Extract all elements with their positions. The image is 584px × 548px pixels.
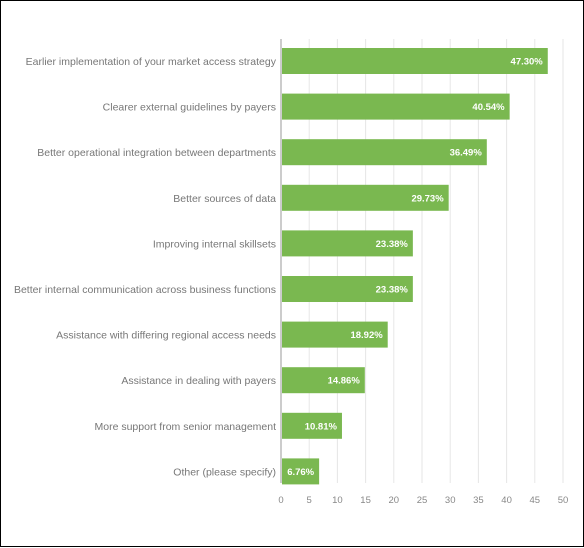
bar: [282, 184, 449, 211]
category-label: Better operational integration between d…: [37, 147, 276, 159]
category-label: Improving internal skillsets: [153, 238, 276, 250]
bars: 47.30% 40.54% 36.49% 29.73% 23.38% 23.38% 18.9…: [282, 48, 548, 485]
category-label: Clearer external guidelines by payers: [103, 102, 276, 114]
x-tick-label: 50: [558, 495, 569, 506]
x-tick-label: 10: [332, 495, 343, 506]
bar-value-label: 10.81%: [305, 421, 338, 432]
bar: [282, 412, 342, 439]
x-tick-label: 20: [389, 495, 400, 506]
bar-value-label: 23.38%: [376, 285, 409, 296]
bar: [282, 458, 320, 485]
bar-value-label: 29.73%: [411, 193, 444, 204]
x-tick-label: 40: [501, 495, 512, 506]
x-axis: 0 5 10 15 20 25 30 35 40 45 50: [278, 39, 568, 506]
category-label: Other (please specify): [173, 466, 276, 478]
x-tick-label: 5: [307, 495, 312, 506]
bar-value-label: 36.49%: [450, 148, 483, 159]
x-tick-label: 30: [445, 495, 456, 506]
bar: [282, 93, 510, 120]
bar-value-label: 47.30%: [511, 57, 544, 68]
x-tick-label: 45: [530, 495, 541, 506]
bar-value-label: 14.86%: [328, 376, 361, 387]
category-label: Better sources of data: [173, 193, 276, 205]
bar: [282, 321, 388, 348]
category-label: Assistance in dealing with payers: [121, 375, 276, 387]
x-tick-label: 25: [417, 495, 428, 506]
bar: [282, 276, 413, 302]
category-labels: Earlier implementation of your market ac…: [14, 56, 277, 478]
bar-value-label: 18.92%: [350, 330, 383, 341]
x-tick-label: 0: [278, 495, 283, 506]
x-tick-label: 35: [473, 495, 484, 506]
bar: [282, 139, 487, 166]
bar: [282, 367, 365, 394]
category-label: Assistance with differing regional acces…: [56, 330, 276, 342]
bar-value-label: 6.76%: [287, 467, 314, 478]
x-tick-label: 15: [360, 495, 371, 506]
category-label: Better internal communication across bus…: [14, 284, 276, 296]
bar: [282, 230, 413, 257]
bar: [282, 48, 548, 74]
bar-value-label: 23.38%: [376, 239, 409, 250]
category-label: More support from senior management: [95, 421, 277, 433]
category-label: Earlier implementation of your market ac…: [26, 56, 277, 68]
bar-value-label: 40.54%: [472, 102, 505, 113]
